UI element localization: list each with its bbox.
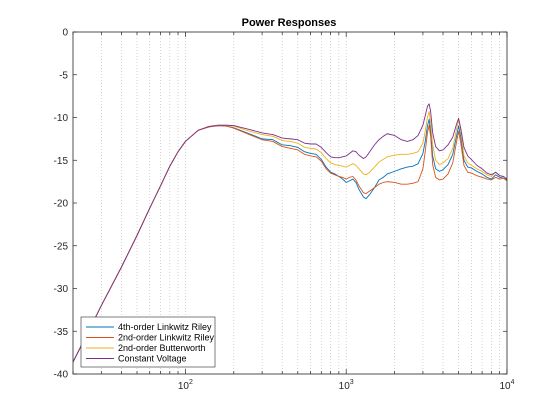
- x-tick-base: 10: [178, 381, 190, 392]
- x-tick-label: 104: [499, 379, 514, 392]
- legend-label: 2nd-order Linkwitz Riley: [118, 333, 215, 343]
- series-line-4: [73, 103, 507, 363]
- y-tick-label: -10: [54, 113, 69, 124]
- y-axis: 0 -5 -10 -15 -20 -25 -30 -35 -40: [54, 28, 507, 381]
- legend-label: 4th-order Linkwitz Riley: [118, 322, 212, 332]
- y-tick-label: -40: [54, 370, 69, 381]
- y-tick-label: -25: [54, 241, 69, 252]
- x-tick-label: 103: [339, 379, 354, 392]
- y-tick-label: 0: [62, 28, 68, 39]
- x-axis: 102 103 104: [72, 32, 515, 392]
- y-tick-label: -5: [59, 70, 68, 81]
- x-tick-base: 10: [499, 381, 511, 392]
- y-tick-label: -35: [54, 327, 69, 338]
- x-tick-exponent: 4: [511, 379, 515, 386]
- x-tick-base: 10: [339, 381, 351, 392]
- chart-title: Power Responses: [242, 17, 337, 29]
- y-tick-label: -30: [54, 284, 69, 295]
- x-tick-exponent: 2: [189, 379, 193, 386]
- series-lines: [73, 103, 507, 363]
- x-tick-label: 102: [178, 379, 193, 392]
- y-tick-label: -15: [54, 156, 69, 167]
- x-tick-exponent: 3: [350, 379, 354, 386]
- y-tick-label: -20: [54, 199, 69, 210]
- legend-label: 2nd-order Butterworth: [118, 343, 206, 353]
- legend-label: Constant Voltage: [118, 354, 187, 364]
